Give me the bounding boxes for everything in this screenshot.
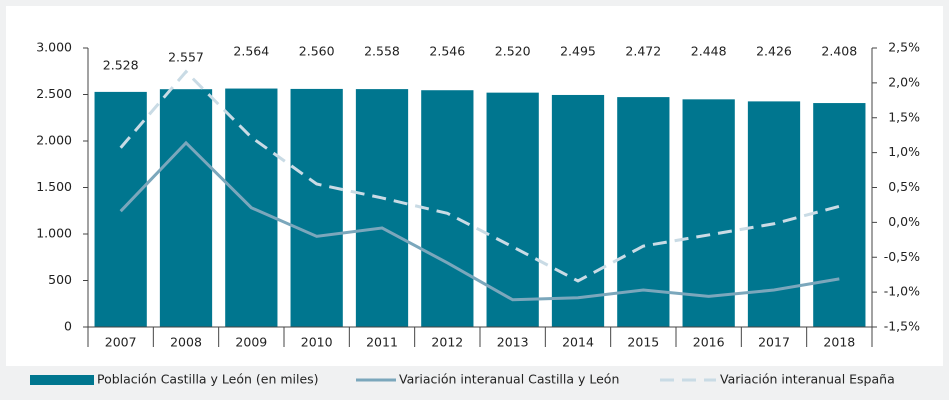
y-tick-label: 3.000	[36, 40, 72, 55]
x-tick-label: 2009	[235, 335, 267, 350]
y2-tick-label: 2,5%	[888, 40, 920, 55]
x-tick-label: 2017	[758, 335, 790, 350]
data-label: 2.564	[233, 44, 269, 59]
y-tick-label: 2.500	[36, 86, 72, 101]
x-tick-label: 2008	[170, 335, 202, 350]
y-tick-label: 500	[48, 272, 72, 287]
data-label: 2.557	[168, 50, 204, 65]
bar	[682, 99, 735, 327]
data-label: 2.448	[691, 44, 727, 59]
y2-tick-label: 0,0%	[888, 214, 920, 229]
x-tick-label: 2016	[693, 335, 725, 350]
y-tick-label: 1.500	[36, 179, 72, 194]
y2-tick-label: 1,0%	[888, 144, 920, 159]
y2-tick-label: -1,0%	[884, 284, 920, 299]
line	[119, 140, 840, 302]
y2-tick-label: -0,5%	[884, 249, 920, 264]
data-label: 2.520	[495, 44, 531, 59]
data-label: 2.472	[625, 44, 661, 59]
legend-label: Variación interanual España	[720, 372, 895, 387]
bar	[290, 88, 343, 327]
legend-label: Población Castilla y León (en miles)	[97, 372, 319, 387]
x-tick-label: 2013	[497, 335, 529, 350]
legend-label: Variación interanual Castilla y León	[399, 372, 619, 387]
y2-tick-label: 2,0%	[888, 74, 920, 89]
line	[119, 69, 840, 283]
x-tick-label: 2007	[105, 335, 137, 350]
y2-tick-label: 1,5%	[888, 109, 920, 124]
data-label: 2.560	[299, 44, 335, 59]
data-label: 2.408	[821, 44, 857, 59]
x-tick-label: 2014	[562, 335, 594, 350]
data-label: 2.426	[756, 44, 792, 59]
bar	[421, 90, 474, 327]
x-tick-label: 2010	[301, 335, 333, 350]
data-label: 2.528	[103, 58, 139, 73]
y-tick-label: 1.000	[36, 226, 72, 241]
data-label: 2.558	[364, 44, 400, 59]
x-tick-label: 2011	[366, 335, 398, 350]
data-label: 2.546	[429, 44, 465, 59]
x-tick-label: 2018	[823, 335, 855, 350]
data-label: 2.495	[560, 44, 596, 59]
y2-tick-label: -1,5%	[884, 319, 920, 334]
bar	[813, 103, 866, 327]
bar	[551, 94, 605, 327]
y-tick-label: 0	[64, 319, 72, 334]
bar	[486, 92, 539, 327]
y-tick-label: 2.000	[36, 133, 72, 148]
x-tick-label: 2012	[431, 335, 463, 350]
legend-swatch	[30, 375, 94, 385]
y2-tick-label: 0,5%	[888, 179, 920, 194]
bar	[355, 89, 409, 327]
x-tick-label: 2015	[627, 335, 659, 350]
bar	[159, 89, 213, 327]
